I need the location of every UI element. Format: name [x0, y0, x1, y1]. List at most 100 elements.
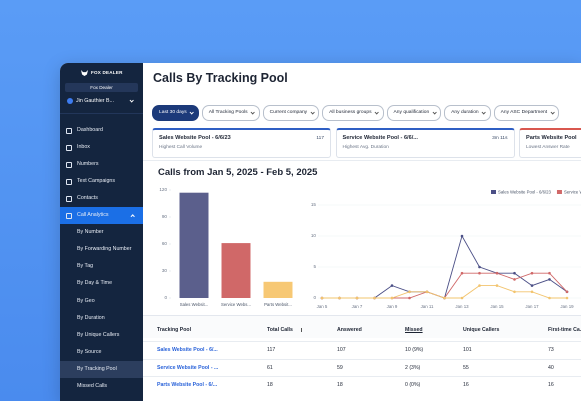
menu-label: By Unique Callers	[77, 331, 120, 338]
menu-label: By Tag	[77, 263, 94, 270]
line-point	[408, 290, 411, 294]
row-divider	[143, 341, 581, 342]
y-tick-label: 15	[311, 202, 317, 207]
summary-card: Sales Website Pool - 6/6/23 117 Highest Ca…	[152, 128, 331, 158]
menu-item[interactable]: Dashboard	[60, 122, 143, 139]
line-point	[390, 284, 394, 287]
submenu-item[interactable]: By Unique Callers	[60, 327, 143, 344]
table-cell: 10 (9%)	[405, 347, 424, 353]
filter-dropdown[interactable]: Last 30 days	[152, 105, 199, 121]
column-header[interactable]: First-time Ca...	[548, 327, 581, 333]
card-subtitle: Highest Call Volume	[159, 145, 203, 150]
logo-icon	[81, 70, 88, 76]
summary-card: Service Website Pool - 6/6/... 3m 11s High…	[335, 128, 515, 158]
x-tick-label: Jan 7	[352, 304, 363, 309]
line-point	[565, 290, 569, 294]
legend-label: Sales Website Pool - 6/6/23	[498, 189, 552, 194]
row-divider	[143, 376, 581, 377]
menu-label: Call Analytics	[77, 212, 109, 218]
menu-label: By Geo	[77, 297, 95, 304]
line-point	[548, 296, 551, 300]
page-title: Calls By Tracking Pool	[153, 71, 288, 85]
menu-label: By Forwarding Number	[77, 246, 132, 253]
menu-icon	[66, 127, 72, 134]
column-header[interactable]: Tracking Pool	[157, 327, 192, 333]
filter-dropdown[interactable]: Current company	[262, 105, 320, 121]
card-value: 3m 11s	[492, 135, 508, 141]
menu-label: By Number	[77, 229, 104, 236]
table-cell: 117	[267, 347, 276, 353]
user-name[interactable]: Jin Gauthier B...	[76, 98, 114, 104]
card-subtitle: Highest Avg. Duration	[342, 145, 389, 150]
legend-swatch	[556, 190, 562, 194]
menu-item[interactable]: Inbox	[60, 139, 143, 156]
table-cell: 0 (0%)	[405, 382, 421, 388]
row-divider	[143, 358, 581, 360]
submenu-item[interactable]: By Tag	[60, 258, 143, 275]
y-tick-label: 5	[313, 264, 316, 269]
submenu-item[interactable]: Missed Calls	[60, 378, 143, 395]
y-tick-label: 120	[159, 187, 167, 192]
submenu-item[interactable]: By Duration	[60, 310, 143, 327]
user-chevron	[129, 98, 135, 104]
line-point	[460, 271, 464, 275]
line-point	[478, 284, 481, 287]
legend-swatch	[491, 190, 496, 194]
table-cell: 18	[337, 382, 343, 388]
divider	[60, 113, 143, 114]
menu-label: By Source	[77, 348, 102, 355]
submenu-item[interactable]: By Tracking Pool	[60, 360, 143, 378]
chart-title: Calls from Jan 5, 2025 - Feb 5, 2025	[158, 167, 318, 178]
submenu-item[interactable]: By Forwarding Number	[60, 241, 143, 258]
card-title: Sales Website Pool - 6/6/23	[159, 135, 231, 141]
line-point	[548, 271, 551, 275]
line-point	[530, 290, 534, 294]
column-header[interactable]: Total Calls	[267, 327, 293, 333]
filter-bar: Last 30 days All Tracking Pools Current co…	[152, 100, 562, 121]
filter-dropdown[interactable]: All Tracking Pools	[201, 105, 260, 121]
x-tick-label: Jan 17	[525, 304, 539, 309]
filter-dropdown[interactable]: All business groups	[322, 105, 384, 121]
line-point	[373, 296, 376, 300]
line-point	[408, 296, 411, 300]
menu-label: Text Campaigns	[77, 177, 115, 184]
line-point	[338, 296, 341, 300]
table-cell: 2 (3%)	[405, 364, 421, 371]
line-point	[513, 278, 516, 281]
column-header[interactable]: Unique Callers	[463, 327, 500, 333]
submenu-item[interactable]: By Number	[60, 224, 143, 241]
bar	[263, 281, 293, 298]
submenu-item[interactable]: By Day & Time	[60, 275, 143, 292]
menu-label: Dashboard	[77, 126, 103, 133]
submenu-item[interactable]: By Geo	[60, 293, 143, 310]
y-tick-label: 0	[164, 295, 167, 300]
pool-link[interactable]: Service Website Pool - ...	[157, 364, 219, 371]
main-content: Calls By Tracking Pool Last 30 days All T…	[143, 63, 581, 401]
menu-label: Missed Calls	[77, 383, 108, 389]
menu-item[interactable]: Numbers	[60, 156, 143, 173]
table-cell: 107	[337, 347, 346, 353]
line-point	[460, 296, 464, 300]
filter-dropdown[interactable]: Any duration	[444, 105, 491, 121]
account-badge[interactable]: Fox Dealer	[65, 83, 138, 92]
menu-item[interactable]: Contacts	[60, 190, 143, 207]
menu-item[interactable]: Call Analytics	[60, 207, 143, 224]
pool-link[interactable]: Sales Website Pool - 6/...	[157, 347, 218, 353]
filter-dropdown[interactable]: Any ASC Department	[493, 105, 560, 121]
card-title: Service Website Pool - 6/6/...	[342, 135, 418, 141]
x-tick-label: Parts Websit...	[264, 302, 292, 307]
submenu-item[interactable]: By Source	[60, 344, 143, 361]
y-tick-label: 0	[313, 295, 316, 300]
card-subtitle: Lowest Answer Rate	[526, 145, 570, 150]
pool-link[interactable]: Parts Website Pool - 6/...	[157, 382, 218, 388]
line-series	[322, 285, 567, 299]
column-header[interactable]: Missed	[405, 327, 423, 333]
x-tick-label: Sales Websit...	[180, 302, 209, 307]
menu-chevron	[130, 214, 136, 220]
filter-dropdown[interactable]: Any qualification	[386, 105, 442, 121]
menu-item[interactable]: Text Campaigns	[60, 173, 143, 190]
column-header[interactable]: Answered	[337, 327, 362, 333]
y-tick-label: 60	[162, 241, 168, 246]
table-header-bg	[143, 316, 581, 338]
